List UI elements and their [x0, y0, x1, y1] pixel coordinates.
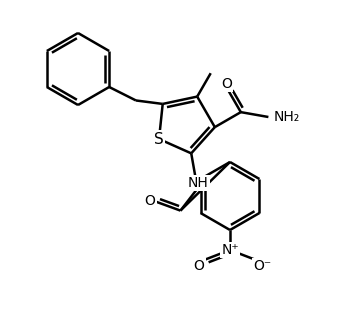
Text: NH₂: NH₂: [273, 110, 300, 124]
Text: O: O: [194, 259, 204, 273]
Text: O: O: [222, 76, 232, 91]
Text: O⁻: O⁻: [253, 259, 271, 273]
Text: O: O: [144, 194, 155, 208]
Text: NH: NH: [188, 176, 209, 190]
Text: N⁺: N⁺: [221, 243, 239, 257]
Text: S: S: [154, 132, 164, 146]
